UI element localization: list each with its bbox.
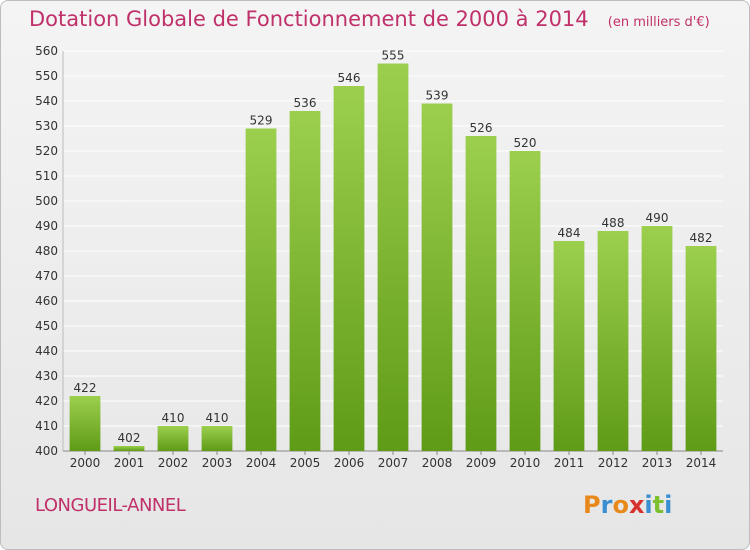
chart-title: Dotation Globale de Fonctionnement de 20… [29,7,589,31]
y-tick-label: 520 [35,144,58,158]
bar-value-label: 410 [162,411,185,425]
x-tick-label: 2005 [290,456,321,470]
bar-value-label: 402 [118,431,141,445]
y-tick-label: 430 [35,369,58,383]
logo-letter: o [612,491,629,519]
x-tick-label: 2004 [246,456,277,470]
bar [245,128,277,451]
y-tick-label: 490 [35,219,58,233]
y-tick-label: 540 [35,94,58,108]
y-tick-label: 400 [35,444,58,458]
x-tick-label: 2014 [686,456,717,470]
chart-subtitle: (en milliers d'€) [607,15,710,30]
bar-value-label: 546 [338,71,361,85]
y-tick-label: 560 [35,44,58,58]
bar [201,426,233,451]
logo-letter: P [583,491,601,519]
bar [377,63,409,451]
title-row: Dotation Globale de Fonctionnement de 20… [29,7,710,31]
x-tick-label: 2013 [642,456,673,470]
bar [333,86,365,451]
bar-value-label: 529 [250,114,273,128]
bar [157,426,189,451]
commune-name: LONGUEIL-ANNEL [35,495,186,516]
bar [641,226,673,451]
logo-letter: r [600,491,613,519]
bar-value-label: 484 [558,226,581,240]
bar [553,241,585,451]
bar-value-label: 482 [690,231,713,245]
bar [465,136,497,451]
bar-value-label: 539 [426,89,449,103]
logo-letter: i [664,491,673,519]
bar-value-label: 526 [470,121,493,135]
y-tick-label: 480 [35,244,58,258]
bar [289,111,321,451]
y-tick-label: 460 [35,294,58,308]
x-tick-label: 2000 [70,456,101,470]
bar-value-label: 422 [74,381,97,395]
bar [509,151,541,451]
y-tick-label: 440 [35,344,58,358]
x-tick-label: 2003 [202,456,233,470]
x-tick-label: 2012 [598,456,629,470]
y-tick-label: 530 [35,119,58,133]
bar-value-label: 410 [206,411,229,425]
bar-value-label: 520 [514,136,537,150]
logo-letter: t [652,491,665,519]
y-tick-label: 510 [35,169,58,183]
x-tick-label: 2009 [466,456,497,470]
x-tick-label: 2001 [114,456,145,470]
logo-letter: i [644,491,653,519]
x-tick-label: 2010 [510,456,541,470]
x-tick-label: 2007 [378,456,409,470]
proxiti-logo[interactable]: Proxiti [583,491,672,519]
bar [421,103,453,451]
y-tick-label: 500 [35,194,58,208]
bar [113,446,145,451]
x-tick-label: 2011 [554,456,585,470]
bar-value-label: 555 [382,49,405,63]
y-tick-label: 450 [35,319,58,333]
bar-value-label: 490 [646,211,669,225]
bar [597,231,629,451]
y-tick-label: 410 [35,419,58,433]
bar [685,246,717,451]
logo-letter: x [628,491,645,519]
y-tick-label: 470 [35,269,58,283]
x-tick-label: 2002 [158,456,189,470]
bar [69,396,101,451]
bar-value-label: 536 [294,96,317,110]
x-tick-label: 2006 [334,456,365,470]
y-tick-label: 420 [35,394,58,408]
y-tick-label: 550 [35,69,58,83]
bar-value-label: 488 [602,216,625,230]
x-tick-label: 2008 [422,456,453,470]
